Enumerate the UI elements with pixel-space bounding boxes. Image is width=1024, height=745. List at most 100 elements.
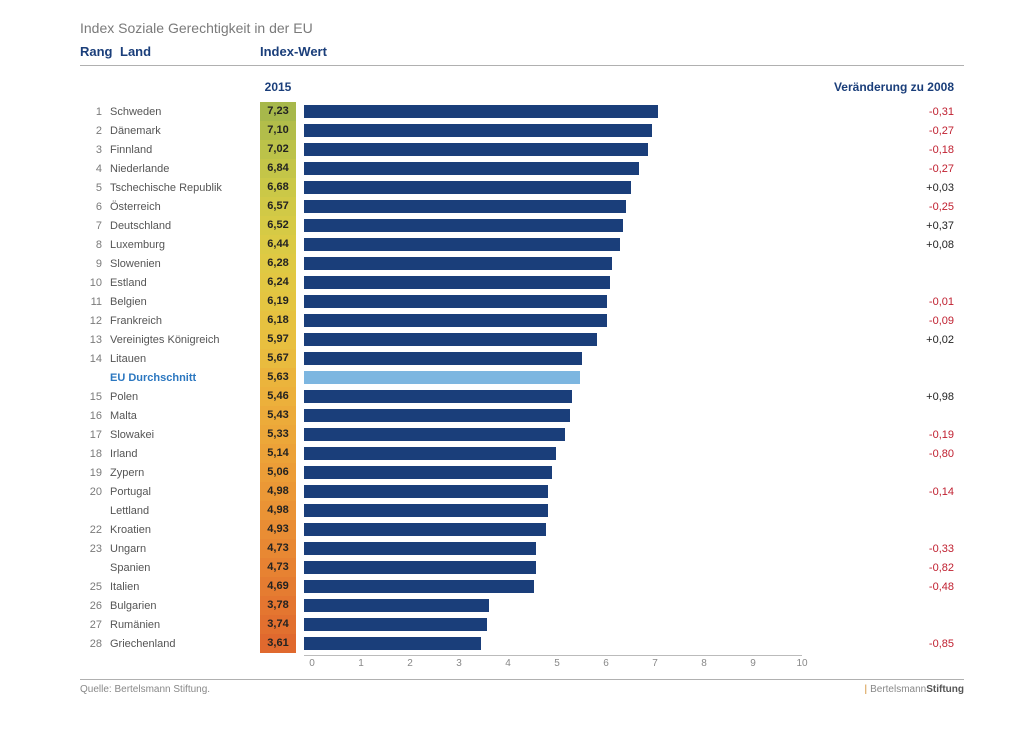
data-bar xyxy=(304,637,481,650)
land-cell: Lettland xyxy=(110,505,260,517)
value-cell: 5,63 xyxy=(260,368,296,387)
bar-area xyxy=(296,558,904,577)
data-bar xyxy=(304,162,639,175)
value-cell: 7,02 xyxy=(260,140,296,159)
data-bar xyxy=(304,618,487,631)
land-cell: Bulgarien xyxy=(110,600,260,612)
land-cell: Rumänien xyxy=(110,619,260,631)
change-cell: -0,09 xyxy=(904,315,964,327)
data-bar xyxy=(304,580,534,593)
rank-cell: 14 xyxy=(80,353,110,365)
table-row: 25Italien4,69-0,48 xyxy=(80,577,964,596)
land-cell: Frankreich xyxy=(110,315,260,327)
rank-cell: 3 xyxy=(80,144,110,156)
bar-area xyxy=(296,406,904,425)
table-row: 22Kroatien4,93 xyxy=(80,520,964,539)
value-cell: 6,52 xyxy=(260,216,296,235)
axis-tick: 0 xyxy=(309,658,315,669)
land-cell: Vereinigtes Königreich xyxy=(110,334,260,346)
source-text: Quelle: Bertelsmann Stiftung. xyxy=(80,684,210,695)
table-row: 12Frankreich6,18-0,09 xyxy=(80,311,964,330)
land-cell: Litauen xyxy=(110,353,260,365)
data-bar xyxy=(304,295,607,308)
value-cell: 6,28 xyxy=(260,254,296,273)
change-cell: -0,25 xyxy=(904,201,964,213)
table-row: 4Niederlande6,84-0,27 xyxy=(80,159,964,178)
value-cell: 6,44 xyxy=(260,235,296,254)
data-bar xyxy=(304,523,546,536)
land-cell: Polen xyxy=(110,391,260,403)
value-cell: 4,98 xyxy=(260,501,296,520)
data-bar xyxy=(304,105,658,118)
table-row: 7Deutschland6,52+0,37 xyxy=(80,216,964,235)
data-bar xyxy=(304,390,572,403)
change-cell: -0,14 xyxy=(904,486,964,498)
year-label: 2015 xyxy=(260,80,296,94)
table-row: 17Slowakei5,33-0,19 xyxy=(80,425,964,444)
land-cell: Dänemark xyxy=(110,125,260,137)
data-bar xyxy=(304,352,582,365)
bar-area xyxy=(296,292,904,311)
rank-cell: 7 xyxy=(80,220,110,232)
bar-area xyxy=(296,197,904,216)
table-row: Lettland4,98 xyxy=(80,501,964,520)
rank-cell: 16 xyxy=(80,410,110,422)
land-cell: Estland xyxy=(110,277,260,289)
rank-cell: 15 xyxy=(80,391,110,403)
bar-area xyxy=(296,425,904,444)
land-cell: Portugal xyxy=(110,486,260,498)
bar-area xyxy=(296,387,904,406)
avg-bar xyxy=(304,371,580,384)
bar-area xyxy=(296,368,904,387)
change-cell: +0,98 xyxy=(904,391,964,403)
rank-cell: 11 xyxy=(80,296,110,308)
land-cell: Kroatien xyxy=(110,524,260,536)
table-row: 28Griechenland3,61-0,85 xyxy=(80,634,964,653)
data-bar xyxy=(304,561,536,574)
rank-cell: 5 xyxy=(80,182,110,194)
value-cell: 4,93 xyxy=(260,520,296,539)
bar-area xyxy=(296,463,904,482)
rank-cell: 4 xyxy=(80,163,110,175)
brand-text: |BertelsmannStiftung xyxy=(864,684,964,695)
value-cell: 5,67 xyxy=(260,349,296,368)
bar-area xyxy=(296,444,904,463)
value-cell: 7,23 xyxy=(260,102,296,121)
data-bar xyxy=(304,599,489,612)
column-headers: Rang Land Index-Wert xyxy=(80,44,964,66)
table-row: 14Litauen5,67 xyxy=(80,349,964,368)
value-cell: 5,33 xyxy=(260,425,296,444)
value-cell: 4,98 xyxy=(260,482,296,501)
rank-cell: 13 xyxy=(80,334,110,346)
land-cell: Griechenland xyxy=(110,638,260,650)
value-cell: 6,68 xyxy=(260,178,296,197)
land-cell: Niederlande xyxy=(110,163,260,175)
change-cell: +0,02 xyxy=(904,334,964,346)
data-bar xyxy=(304,542,536,555)
bar-area xyxy=(296,235,904,254)
bar-area xyxy=(296,311,904,330)
change-label: Veränderung zu 2008 xyxy=(834,80,954,94)
value-cell: 3,78 xyxy=(260,596,296,615)
value-cell: 6,18 xyxy=(260,311,296,330)
table-row: 9Slowenien6,28 xyxy=(80,254,964,273)
axis-tick: 7 xyxy=(652,658,658,669)
bar-area xyxy=(296,501,904,520)
bar-area xyxy=(296,273,904,292)
table-row: 15Polen5,46 +0,98 xyxy=(80,387,964,406)
land-cell: Irland xyxy=(110,448,260,460)
brand-prefix: Bertelsmann xyxy=(870,684,926,695)
rank-cell: 28 xyxy=(80,638,110,650)
table-row: EU Durchschnitt5,63 xyxy=(80,368,964,387)
change-cell: -0,80 xyxy=(904,448,964,460)
rank-cell: 22 xyxy=(80,524,110,536)
value-cell: 5,46 xyxy=(260,387,296,406)
col-index-header: Index-Wert xyxy=(260,44,327,59)
change-cell: -0,27 xyxy=(904,163,964,175)
land-cell: Luxemburg xyxy=(110,239,260,251)
table-row: 18Irland5,14-0,80 xyxy=(80,444,964,463)
col-land-header: Land xyxy=(120,44,260,59)
rank-cell: 19 xyxy=(80,467,110,479)
axis-tick: 1 xyxy=(358,658,364,669)
rank-cell: 2 xyxy=(80,125,110,137)
